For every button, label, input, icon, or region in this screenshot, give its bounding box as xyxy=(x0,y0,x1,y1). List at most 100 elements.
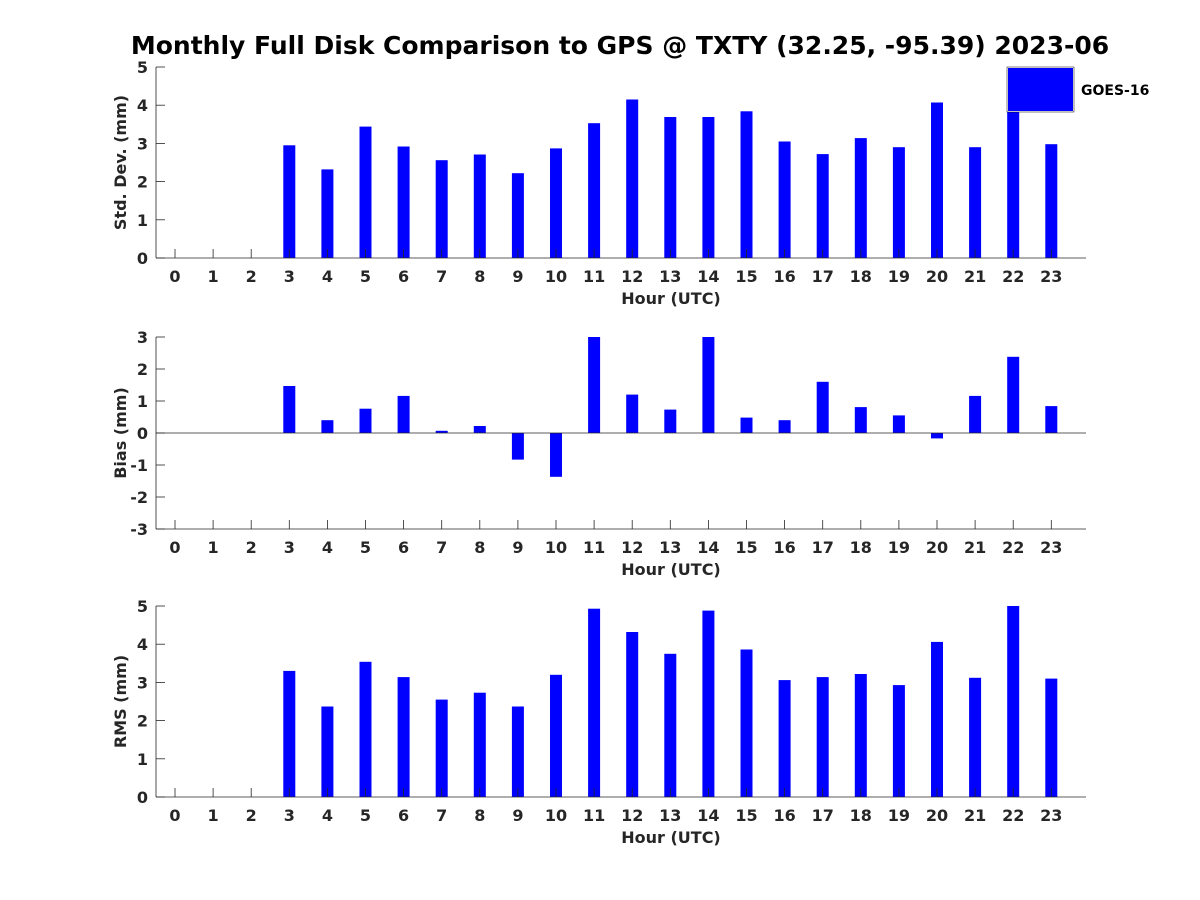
y-tick-label: 2 xyxy=(137,712,148,731)
y-axis-label: Bias (mm) xyxy=(111,387,130,479)
bar-hour-9 xyxy=(511,433,524,460)
x-tick-label: 5 xyxy=(360,806,371,825)
x-tick-label: 0 xyxy=(169,267,180,286)
y-tick-label: 0 xyxy=(137,424,148,443)
x-tick-label: 23 xyxy=(1040,267,1062,286)
x-tick-label: 23 xyxy=(1040,538,1062,557)
x-tick-label: 15 xyxy=(735,267,757,286)
y-tick-label: 4 xyxy=(137,635,148,654)
x-tick-label: 18 xyxy=(850,267,872,286)
x-tick-label: 20 xyxy=(926,267,948,286)
x-tick-label: 13 xyxy=(659,806,681,825)
bar-hour-4 xyxy=(321,706,334,797)
bar-hour-4 xyxy=(321,420,334,433)
x-tick-label: 9 xyxy=(512,538,523,557)
y-tick-label: 0 xyxy=(137,788,148,807)
bar-hour-5 xyxy=(359,126,372,258)
x-tick-label: 2 xyxy=(246,267,257,286)
bar-hour-13 xyxy=(664,653,677,798)
x-tick-label: 9 xyxy=(512,267,523,286)
x-tick-label: 18 xyxy=(850,538,872,557)
x-tick-label: 3 xyxy=(284,267,295,286)
x-tick-label: 19 xyxy=(888,267,910,286)
x-tick-label: 12 xyxy=(621,806,643,825)
bar-hour-10 xyxy=(550,674,562,797)
x-tick-label: 3 xyxy=(284,806,295,825)
x-tick-label: 20 xyxy=(926,538,948,557)
bar-hour-6 xyxy=(397,146,410,258)
bar-hour-12 xyxy=(626,394,639,433)
y-tick-label: 3 xyxy=(137,328,148,347)
x-tick-label: 6 xyxy=(398,806,409,825)
x-tick-label: 10 xyxy=(545,806,567,825)
bar-hour-3 xyxy=(283,145,296,258)
x-tick-label: 4 xyxy=(322,538,333,557)
x-tick-label: 22 xyxy=(1002,538,1024,557)
x-tick-label: 9 xyxy=(512,806,523,825)
bar-hour-7 xyxy=(435,699,448,797)
y-axis-label: Std. Dev. (mm) xyxy=(111,95,130,230)
x-tick-label: 3 xyxy=(284,538,295,557)
x-tick-label: 15 xyxy=(735,538,757,557)
bar-hour-20 xyxy=(931,641,943,797)
bar-hour-22 xyxy=(1007,67,1020,258)
x-tick-label: 16 xyxy=(773,538,795,557)
y-tick-label: 5 xyxy=(137,597,148,616)
x-tick-label: 11 xyxy=(583,806,605,825)
x-tick-label: 0 xyxy=(169,806,180,825)
bar-hour-15 xyxy=(740,649,753,797)
bar-hour-21 xyxy=(969,147,982,258)
x-tick-label: 1 xyxy=(208,267,219,286)
x-tick-label: 8 xyxy=(474,267,485,286)
x-tick-label: 23 xyxy=(1040,806,1062,825)
x-tick-label: 16 xyxy=(773,806,795,825)
y-tick-label: 1 xyxy=(137,750,148,769)
x-tick-label: 12 xyxy=(621,538,643,557)
x-tick-label: 2 xyxy=(246,538,257,557)
bar-hour-16 xyxy=(778,141,791,258)
x-tick-label: 14 xyxy=(697,806,719,825)
bar-hour-15 xyxy=(740,111,753,258)
legend-swatch xyxy=(1008,68,1073,111)
x-tick-label: 14 xyxy=(697,538,719,557)
x-tick-label: 17 xyxy=(812,267,834,286)
y-tick-label: 3 xyxy=(137,673,148,692)
bar-hour-15 xyxy=(740,417,753,433)
bar-hour-22 xyxy=(1007,606,1020,797)
x-tick-label: 6 xyxy=(398,267,409,286)
bar-hour-23 xyxy=(1045,406,1058,433)
bar-hour-5 xyxy=(359,408,372,433)
bar-hour-20 xyxy=(931,102,943,258)
x-tick-label: 10 xyxy=(545,538,567,557)
bar-hour-18 xyxy=(854,674,867,797)
bar-hour-3 xyxy=(283,670,296,797)
bar-hour-14 xyxy=(702,337,715,433)
x-tick-label: 7 xyxy=(436,267,447,286)
bar-hour-19 xyxy=(892,147,905,258)
bar-hour-6 xyxy=(397,677,410,797)
x-tick-label: 0 xyxy=(169,538,180,557)
x-tick-label: 21 xyxy=(964,538,986,557)
y-tick-label: 2 xyxy=(137,173,148,192)
bar-hour-13 xyxy=(664,117,677,258)
bar-hour-11 xyxy=(588,123,601,258)
bar-hour-7 xyxy=(435,430,448,433)
x-axis-label: Hour (UTC) xyxy=(621,828,721,847)
bar-hour-7 xyxy=(435,160,448,258)
bar-hour-17 xyxy=(816,677,829,797)
x-tick-label: 2 xyxy=(246,806,257,825)
bar-hour-9 xyxy=(511,173,524,258)
bar-hour-14 xyxy=(702,117,715,258)
bar-hour-9 xyxy=(511,706,524,797)
bar-hour-4 xyxy=(321,169,334,258)
x-tick-label: 7 xyxy=(436,538,447,557)
bar-hour-8 xyxy=(473,154,486,258)
x-tick-label: 21 xyxy=(964,806,986,825)
x-axis-label: Hour (UTC) xyxy=(621,560,721,579)
x-tick-label: 21 xyxy=(964,267,986,286)
x-tick-label: 8 xyxy=(474,806,485,825)
x-tick-label: 4 xyxy=(322,267,333,286)
